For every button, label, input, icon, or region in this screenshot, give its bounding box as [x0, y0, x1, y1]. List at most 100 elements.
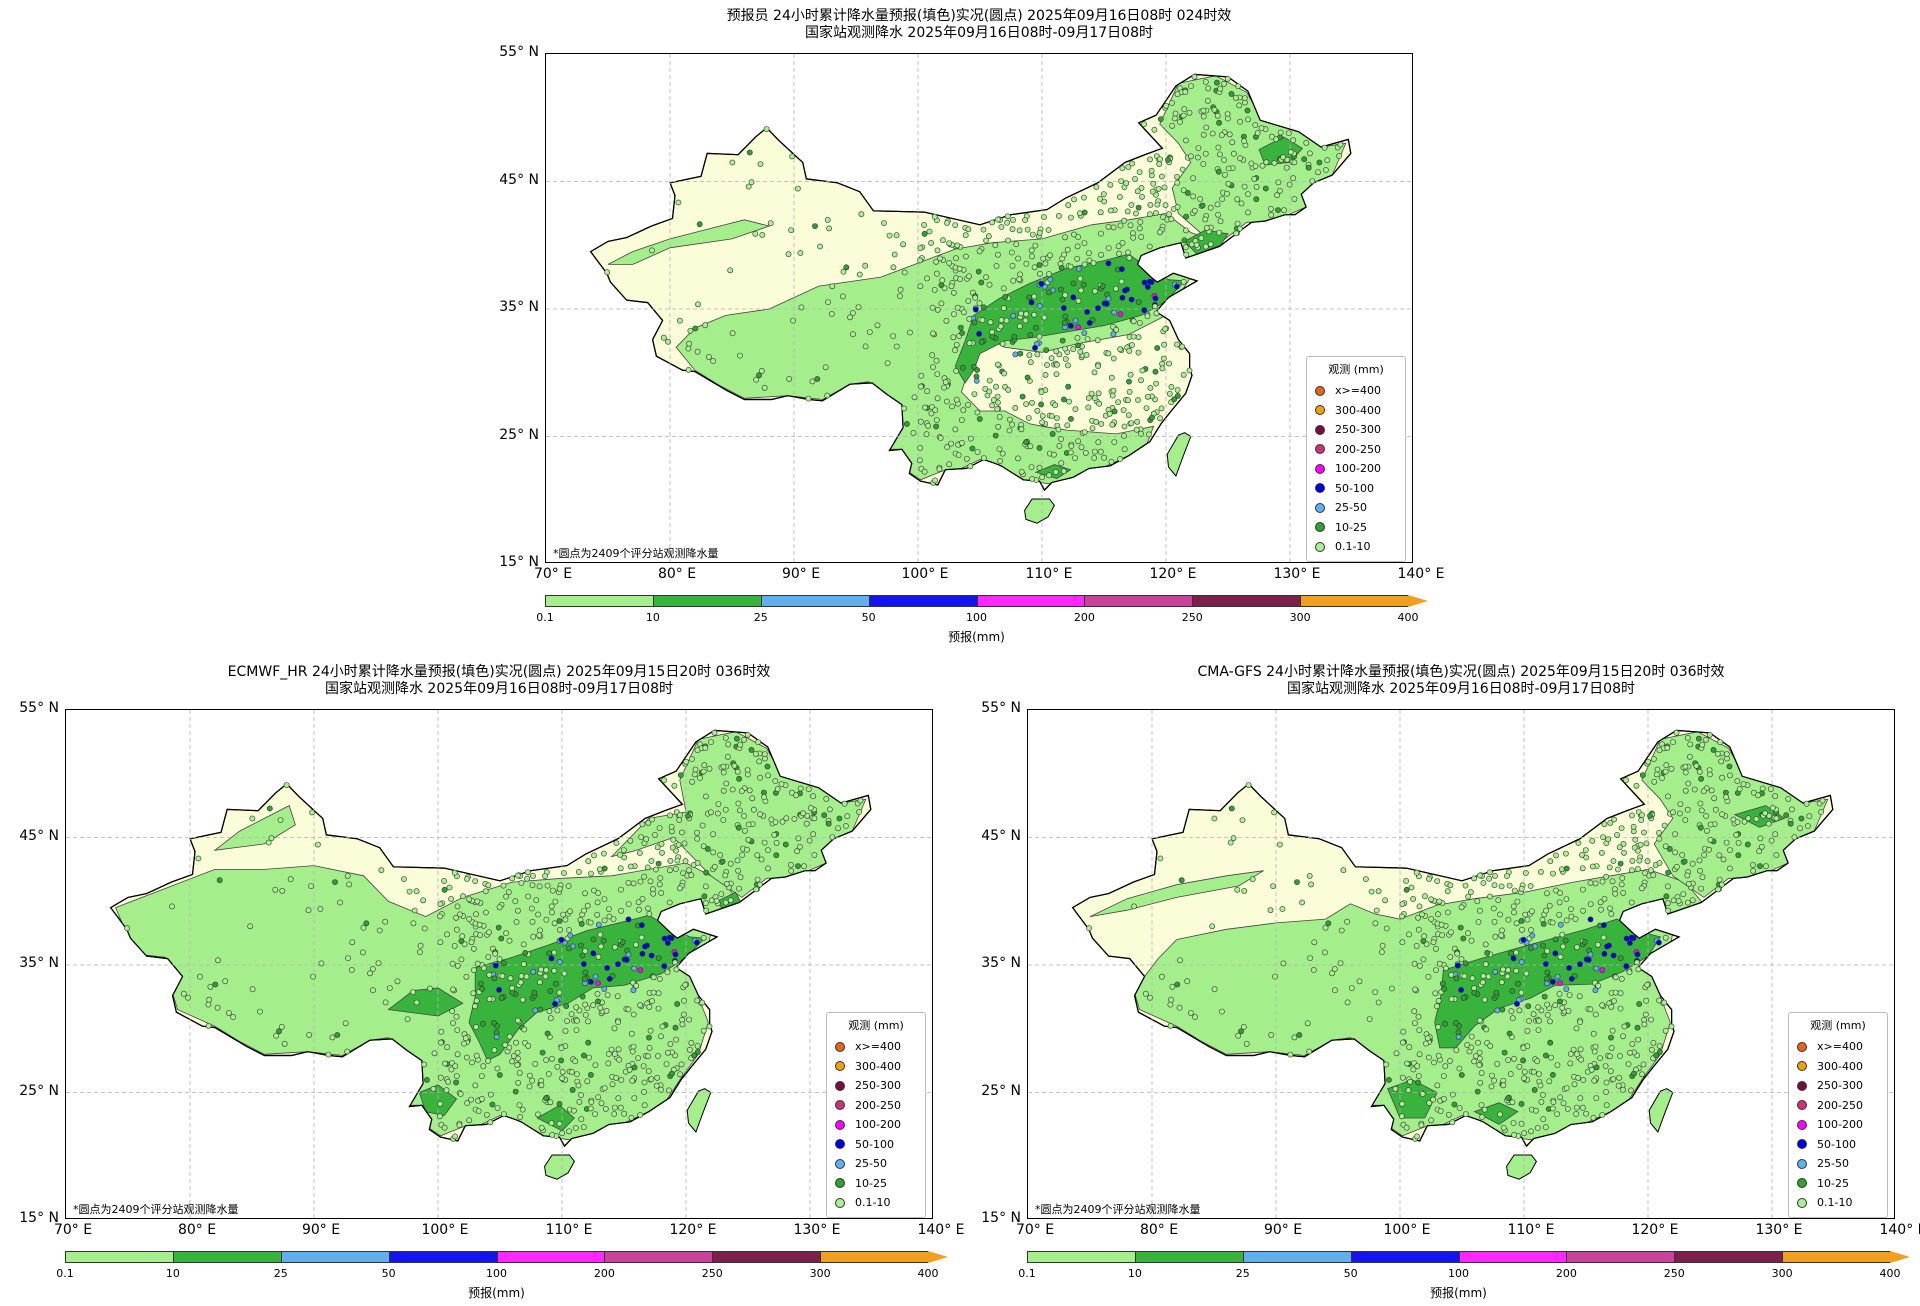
station-dot	[473, 997, 480, 1004]
station-dot	[1253, 183, 1260, 190]
station-dot	[761, 794, 767, 800]
station-dot	[591, 887, 597, 894]
station-dot	[568, 1011, 575, 1018]
station-dot	[1587, 951, 1594, 958]
station-dot	[1415, 926, 1422, 933]
station-dot	[1225, 115, 1231, 122]
station-dot	[579, 952, 586, 959]
station-dot	[1773, 815, 1780, 822]
station-dot	[1609, 878, 1616, 885]
station-dot	[1757, 863, 1763, 869]
station-dot	[1768, 837, 1775, 844]
station-dot	[475, 1108, 482, 1114]
station-dot	[507, 975, 514, 982]
station-dot	[694, 997, 700, 1004]
station-dot	[1478, 1069, 1485, 1076]
station-dot	[273, 1032, 280, 1039]
station-dot	[737, 874, 744, 881]
station-dot	[1046, 289, 1052, 296]
station-dot	[1603, 1088, 1609, 1095]
station-dot	[506, 1033, 513, 1040]
station-dot	[699, 999, 706, 1006]
station-dot	[1505, 1095, 1511, 1102]
station-dot	[692, 325, 699, 332]
station-dot	[965, 401, 971, 408]
station-dot	[997, 323, 1004, 330]
station-dot	[661, 935, 668, 942]
station-dot	[518, 880, 525, 886]
station-dot	[1356, 978, 1363, 985]
station-dot	[1111, 439, 1118, 445]
station-dot	[1535, 1004, 1542, 1011]
station-dot	[359, 949, 366, 956]
station-dot	[737, 741, 744, 748]
station-dot	[1516, 1063, 1523, 1070]
map-area: 观测 (mm) x>=400 300-400 250-300 200-250 100-20…	[1027, 709, 1895, 1219]
station-dot	[525, 893, 531, 900]
station-dot	[1428, 916, 1435, 922]
station-dot	[591, 852, 597, 859]
station-dot	[692, 766, 699, 773]
colorbar-tick-label: 200	[1073, 611, 1095, 624]
station-dot	[629, 1077, 636, 1084]
station-dot	[587, 1105, 594, 1112]
station-dot	[794, 848, 800, 855]
legend-swatch	[1315, 405, 1325, 416]
station-dot	[1416, 903, 1423, 910]
station-dot	[1662, 843, 1669, 850]
colorbar-tick-label: 50	[1343, 1267, 1358, 1280]
station-dot	[606, 913, 613, 920]
station-dot	[493, 1029, 500, 1036]
station-dot	[558, 1057, 564, 1064]
colorbar-tick-label: 10	[165, 1267, 180, 1280]
station-dot	[1480, 973, 1487, 979]
station-dot	[680, 870, 686, 876]
station-dot	[1434, 878, 1441, 884]
station-dot	[1757, 835, 1764, 842]
station-dot	[1697, 867, 1703, 874]
station-dot	[1105, 295, 1112, 302]
station-dot	[1095, 390, 1102, 397]
station-dot	[1744, 841, 1751, 848]
station-dot	[880, 220, 887, 226]
station-dot	[1447, 954, 1454, 960]
station-dot	[723, 880, 730, 887]
station-dot	[1234, 196, 1241, 203]
lat-tick-label: 55° N	[499, 44, 539, 60]
station-dot	[1460, 994, 1467, 1001]
station-dot	[1286, 181, 1293, 188]
station-dot	[1682, 817, 1689, 823]
station-dot	[637, 967, 644, 973]
station-dot	[1556, 899, 1563, 906]
station-dot	[1044, 362, 1050, 368]
station-dot	[1038, 280, 1045, 287]
legend-swatch	[1797, 1119, 1807, 1130]
station-dot	[1599, 878, 1606, 885]
station-dot	[482, 888, 489, 895]
lat-tick-label: 45° N	[499, 171, 539, 188]
station-dot	[679, 1021, 686, 1028]
station-dot	[1019, 393, 1026, 400]
map-area: 观测 (mm) x>=400 300-400 250-300 200-250 100-20…	[65, 709, 933, 1219]
station-dot	[1536, 1017, 1542, 1024]
station-dot	[1291, 196, 1298, 202]
station-dot	[943, 317, 950, 324]
station-dot	[706, 1023, 713, 1030]
station-dot	[1623, 935, 1630, 942]
station-dot	[1518, 917, 1525, 924]
station-dot	[1150, 180, 1157, 187]
station-dot	[1031, 293, 1038, 300]
station-dot	[763, 126, 770, 132]
station-dot	[1011, 333, 1018, 340]
station-dot	[1791, 834, 1798, 840]
station-dot	[1723, 794, 1729, 800]
colorbar-label: 预报(mm)	[1430, 1286, 1487, 1300]
colorbar-segment	[65, 1251, 173, 1263]
station-dot	[1287, 149, 1294, 155]
station-dot	[1147, 211, 1153, 218]
station-dot	[549, 887, 556, 894]
panel-subtitle: 国家站观测降水 2025年09月16日08时-09月17日08时	[1286, 681, 1636, 697]
station-dot	[516, 1102, 523, 1108]
station-dot	[1528, 1128, 1534, 1135]
station-dot	[538, 1124, 545, 1131]
